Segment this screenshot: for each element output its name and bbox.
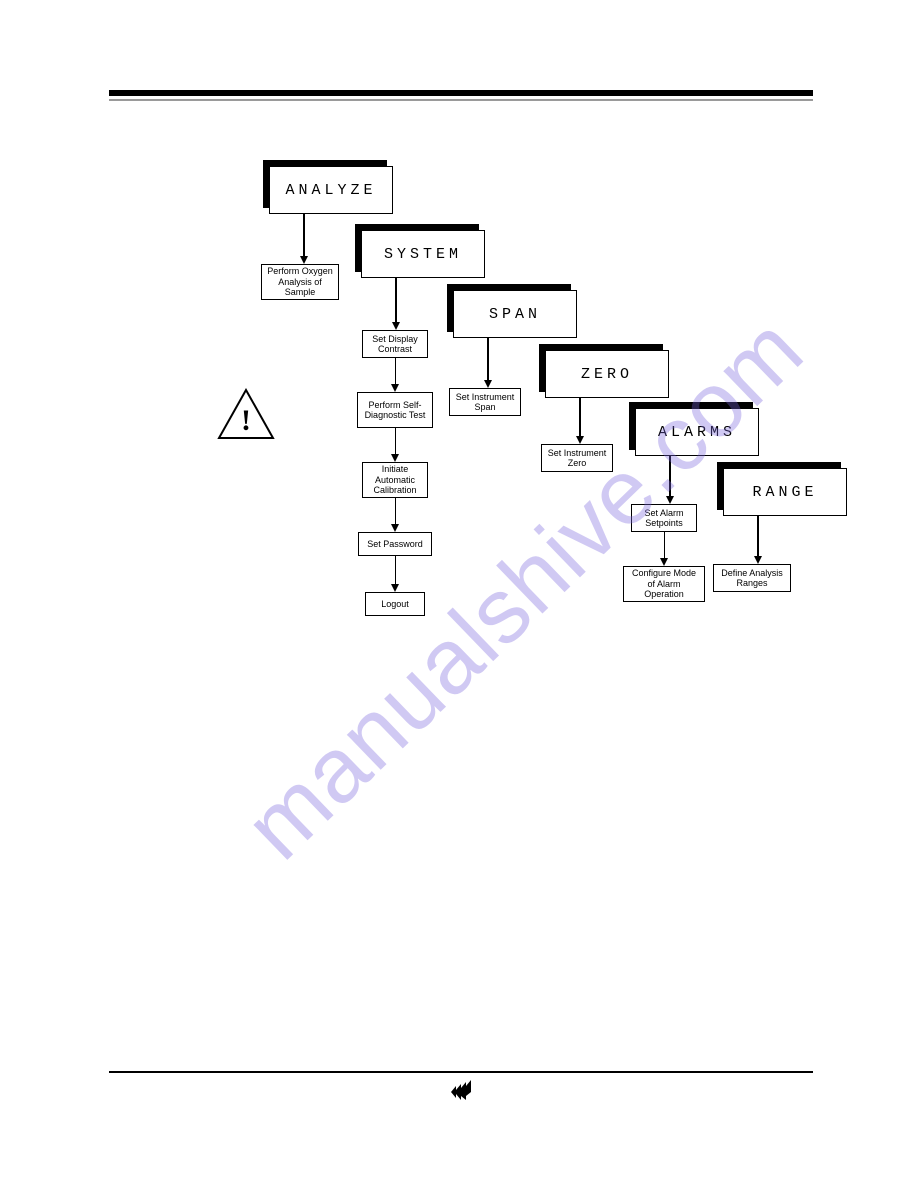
flowchart-step: Perform Self-Diagnostic Test bbox=[357, 392, 433, 428]
flowchart-step: Set Display Contrast bbox=[362, 330, 428, 358]
flowchart-arrow-line bbox=[395, 358, 397, 386]
flowchart-arrow-head bbox=[391, 584, 399, 592]
flowchart-header-span: SPAN bbox=[453, 290, 577, 338]
flowchart-arrow-head bbox=[576, 436, 584, 444]
flowchart-step: Configure Mode of Alarm Operation bbox=[623, 566, 705, 602]
flowchart-arrow-line bbox=[395, 556, 397, 586]
flowchart-arrow-line bbox=[395, 278, 397, 324]
flowchart-arrow-head bbox=[660, 558, 668, 566]
flowchart-arrow-head bbox=[300, 256, 308, 264]
footer-logo-icon bbox=[449, 1078, 473, 1102]
flowchart-arrow-line bbox=[395, 428, 397, 456]
flowchart-header-range: RANGE bbox=[723, 468, 847, 516]
flowchart-arrow-line bbox=[303, 214, 305, 258]
warning-icon: ! bbox=[217, 388, 275, 440]
flowchart-arrow-head bbox=[392, 322, 400, 330]
flowchart-step: Logout bbox=[365, 592, 425, 616]
flowchart-arrow-line bbox=[664, 532, 666, 560]
flowchart-header-zero: ZERO bbox=[545, 350, 669, 398]
flowchart-arrow-line bbox=[579, 398, 581, 438]
flowchart-arrow-line bbox=[669, 456, 671, 498]
svg-text:!: ! bbox=[241, 404, 251, 437]
header-rule-thick bbox=[109, 90, 813, 96]
flowchart-step: Set Password bbox=[358, 532, 432, 556]
page-container: ! ANALYZE Perform Oxygen Analysis of Samp… bbox=[109, 66, 813, 1124]
flowchart-arrow-line bbox=[487, 338, 489, 382]
flowchart-diagram: ! ANALYZE Perform Oxygen Analysis of Samp… bbox=[109, 126, 813, 746]
flowchart-arrow-head bbox=[391, 454, 399, 462]
flowchart-arrow-head bbox=[754, 556, 762, 564]
flowchart-arrow-line bbox=[395, 498, 397, 526]
flowchart-step: Initiate Automatic Calibration bbox=[362, 462, 428, 498]
flowchart-step: Perform Oxygen Analysis of Sample bbox=[261, 264, 339, 300]
flowchart-arrow-head bbox=[666, 496, 674, 504]
flowchart-arrow-head bbox=[391, 384, 399, 392]
flowchart-step: Set Instrument Zero bbox=[541, 444, 613, 472]
flowchart-header-system: SYSTEM bbox=[361, 230, 485, 278]
flowchart-arrow-head bbox=[484, 380, 492, 388]
flowchart-arrow-line bbox=[757, 516, 759, 558]
flowchart-step: Set Instrument Span bbox=[449, 388, 521, 416]
header-rule-thin bbox=[109, 99, 813, 101]
flowchart-header-alarms: ALARMS bbox=[635, 408, 759, 456]
flowchart-step: Define Analysis Ranges bbox=[713, 564, 791, 592]
footer-rule bbox=[109, 1071, 813, 1073]
flowchart-arrow-head bbox=[391, 524, 399, 532]
flowchart-step: Set Alarm Setpoints bbox=[631, 504, 697, 532]
flowchart-header-analyze: ANALYZE bbox=[269, 166, 393, 214]
